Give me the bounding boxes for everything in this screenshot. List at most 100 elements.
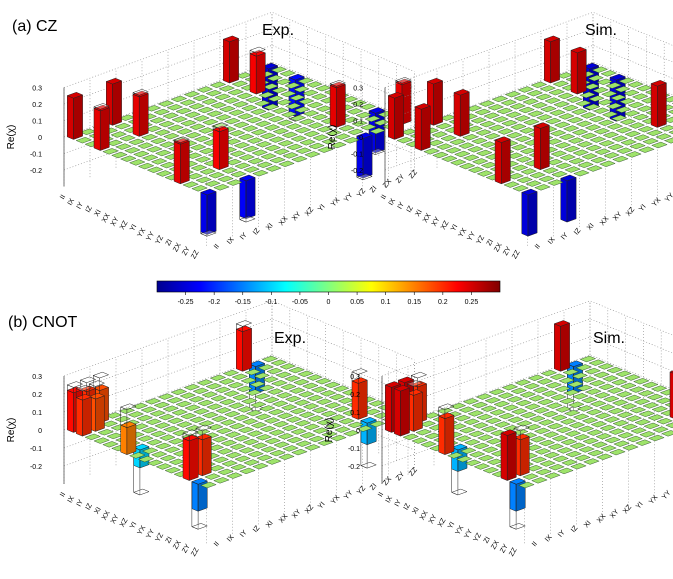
- matrix-element: [250, 129, 268, 136]
- bar-top-face: [570, 46, 588, 54]
- bar: [437, 403, 455, 456]
- matrix-element: [194, 135, 211, 143]
- matrix-element: [137, 162, 155, 170]
- matrix-element: [84, 433, 101, 441]
- matrix-element: [555, 406, 572, 413]
- matrix-element: [560, 438, 578, 446]
- bar-front-face: [212, 128, 220, 171]
- matrix-element: [215, 427, 233, 435]
- matrix-element: [338, 125, 355, 132]
- matrix-element: [136, 414, 153, 422]
- matrix-element: [629, 142, 646, 150]
- col-tick-label: IY: [239, 529, 249, 539]
- col-tick-label: YX: [330, 196, 342, 208]
- matrix-element: [573, 170, 590, 177]
- row-tick-label: IY: [76, 201, 86, 211]
- matrix-element: [293, 106, 311, 113]
- matrix-element: [364, 115, 381, 122]
- row-tick-label: ZX: [493, 242, 504, 254]
- matrix-element: [511, 408, 528, 415]
- matrix-element: [396, 137, 414, 144]
- matrix-element: [155, 170, 173, 177]
- bar-front-face: [533, 125, 541, 171]
- bar-front-face: [93, 107, 101, 151]
- matrix-element: [601, 111, 619, 118]
- matrix-element: [563, 389, 580, 396]
- colorbar-tick-label: 0.1: [381, 299, 391, 306]
- matrix-element: [625, 415, 643, 422]
- row-tick-label: XX: [101, 212, 112, 224]
- matrix-element: [342, 116, 359, 123]
- matrix-element: [529, 415, 546, 422]
- bar: [132, 89, 150, 137]
- bar-outline-top: [92, 371, 110, 379]
- bar-top-face: [387, 92, 405, 99]
- matrix-element: [220, 419, 237, 426]
- matrix-element: [646, 393, 664, 401]
- colorbar-tick-label: 0.2: [438, 299, 448, 306]
- matrix-element: [259, 112, 276, 119]
- z-tick-label: 0.1: [32, 410, 42, 417]
- matrix-element: [215, 114, 232, 121]
- bar-side-face: [420, 105, 431, 151]
- bar: [249, 46, 267, 95]
- matrix-element: [573, 434, 591, 441]
- matrix-element: [545, 382, 562, 389]
- bar-outline-top: [79, 376, 97, 384]
- panel-grid: [63, 11, 415, 246]
- matrix-element: [497, 392, 515, 399]
- matrix-element: [547, 179, 564, 186]
- matrix-element: [226, 179, 243, 186]
- matrix-element: [279, 70, 296, 77]
- matrix-element: [668, 130, 673, 135]
- matrix-element: [277, 433, 294, 440]
- matrix-element: [625, 151, 642, 158]
- matrix-element: [166, 397, 184, 404]
- matrix-element: [241, 125, 259, 132]
- matrix-element: [224, 117, 241, 125]
- matrix-element: [616, 391, 633, 398]
- matrix-element: [246, 430, 264, 437]
- matrix-element: [324, 381, 341, 389]
- bar-side-face: [255, 52, 266, 95]
- matrix-element: [317, 146, 334, 153]
- col-tick-label: XX: [278, 513, 290, 525]
- matrix-element: [514, 379, 532, 386]
- matrix-element: [311, 93, 328, 100]
- col-tick-label: IX: [544, 534, 554, 544]
- matrix-element: [458, 142, 475, 149]
- matrix-element: [601, 90, 618, 98]
- matrix-element: [285, 102, 302, 110]
- matrix-element: [270, 359, 288, 366]
- matrix-element: [481, 426, 498, 433]
- matrix-element: [280, 383, 297, 391]
- z-tick-label: 0.1: [353, 119, 363, 126]
- bar-top-face: [453, 89, 471, 96]
- matrix-element: [219, 105, 236, 113]
- bar-outline-top: [66, 381, 84, 388]
- matrix-element: [548, 89, 565, 96]
- matrix-element: [239, 467, 256, 475]
- matrix-element: [278, 453, 295, 460]
- matrix-element: [324, 402, 342, 409]
- matrix-element: [520, 168, 537, 175]
- bar-top-face: [553, 320, 571, 327]
- matrix-element: [298, 391, 315, 398]
- matrix-element: [170, 388, 188, 396]
- matrix-element: [150, 158, 168, 165]
- matrix-element: [610, 94, 627, 101]
- matrix-element: [611, 399, 629, 406]
- matrix-element: [600, 70, 617, 77]
- matrix-element: [244, 368, 262, 376]
- matrix-element: [496, 107, 513, 115]
- matrix-element: [464, 459, 482, 466]
- matrix-element: [146, 146, 163, 153]
- matrix-element: [276, 412, 294, 419]
- bar-side-face: [433, 80, 443, 126]
- matrix-element: [251, 149, 268, 156]
- matrix-element: [651, 405, 669, 413]
- matrix-element: [637, 390, 655, 397]
- matrix-element: [153, 108, 171, 116]
- bar-side-face: [138, 93, 149, 137]
